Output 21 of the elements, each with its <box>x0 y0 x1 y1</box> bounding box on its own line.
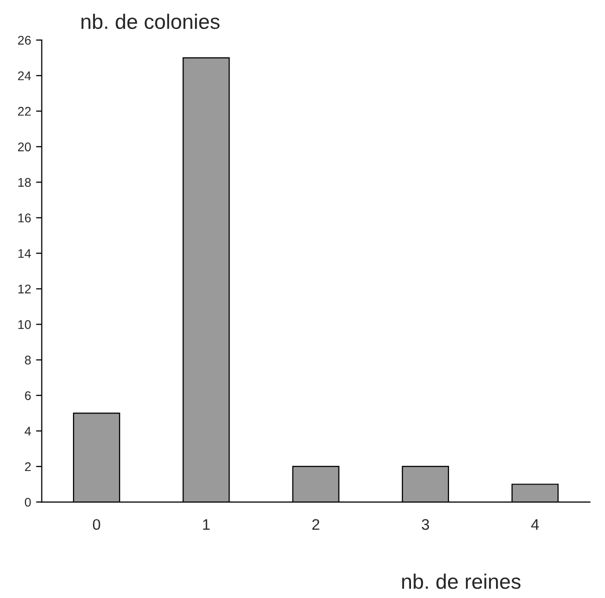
y-tick-label: 4 <box>24 426 31 436</box>
x-tick-label: 0 <box>92 519 100 530</box>
y-tick-label: 12 <box>18 284 31 294</box>
y-tick-label: 6 <box>25 391 31 400</box>
y-tick-label: 24 <box>18 71 31 80</box>
y-tick-label: 18 <box>18 178 31 187</box>
y-tick-label: 22 <box>18 106 31 116</box>
y-tick-label: 0 <box>24 498 31 507</box>
x-tick-label: 3 <box>422 519 430 530</box>
y-tick-label: 16 <box>18 214 31 222</box>
y-tick-label: 20 <box>18 142 31 152</box>
y-tick-label: 8 <box>24 356 31 365</box>
x-tick-label: 2 <box>312 519 320 530</box>
y-tick-label: 26 <box>18 36 31 45</box>
y-tick-label: 14 <box>18 249 31 258</box>
y-axis-title: nb. de colonies <box>82 14 220 30</box>
y-tick-label: 10 <box>18 320 31 329</box>
x-axis-title: nb. de reines <box>402 574 520 589</box>
x-tick-label: 1 <box>203 519 210 530</box>
y-tick-label: 2 <box>25 462 31 472</box>
x-tick-label: 4 <box>531 519 539 530</box>
